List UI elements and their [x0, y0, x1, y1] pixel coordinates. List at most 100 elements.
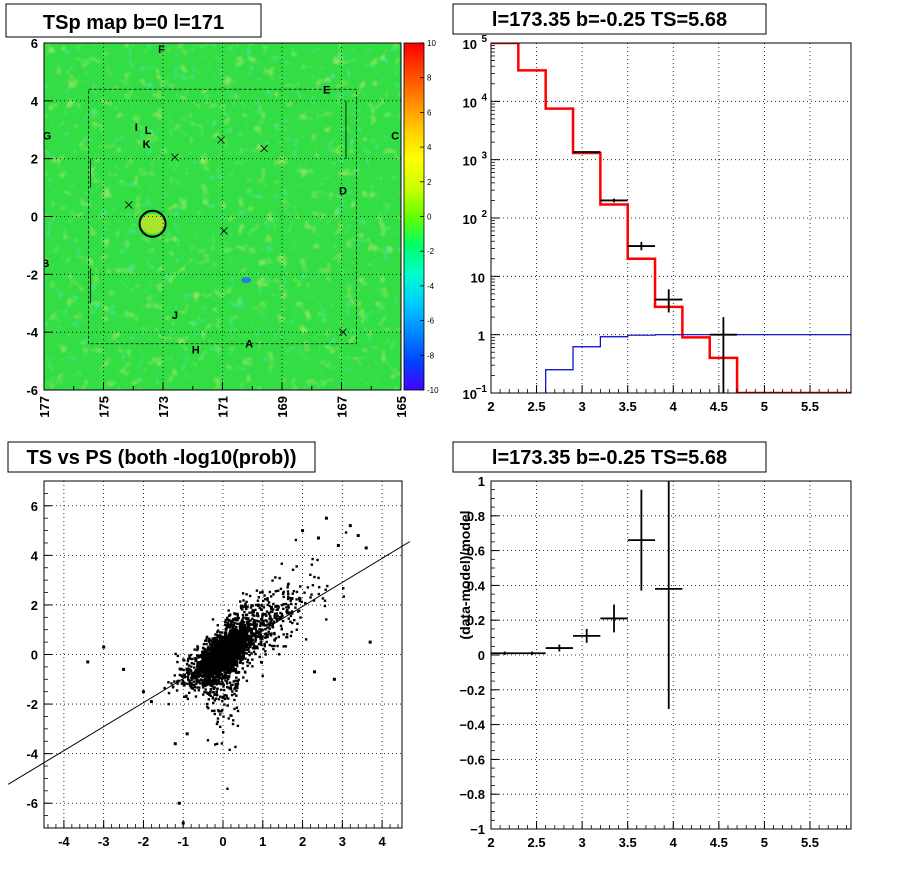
scatter-point — [167, 702, 170, 706]
scatter-point — [239, 644, 243, 647]
scatter-point — [241, 646, 244, 649]
scatter-point — [167, 681, 170, 684]
scatter-point — [211, 648, 215, 651]
scatter-point — [203, 654, 206, 658]
scatter-point — [242, 605, 245, 609]
scatter-point — [189, 686, 193, 689]
scatter-point — [290, 610, 294, 613]
scatter-point — [200, 651, 204, 654]
scatter-point — [231, 628, 234, 631]
scatter-point — [192, 672, 196, 676]
scatter-point — [252, 643, 255, 646]
scatter-panel: -4 -3 -2 -1 0 1 2 3 4 6 4 2 0 -2 -4 -6 — [7, 480, 411, 849]
scatter-point — [224, 697, 227, 701]
scatter-point — [312, 670, 316, 674]
scatter-point — [312, 599, 316, 602]
scatter-point — [205, 648, 209, 652]
tsmap-colorbar-tick-label: 2 — [427, 178, 432, 187]
scatter-point — [223, 670, 226, 674]
scatter-point — [216, 644, 219, 648]
scatter-point — [209, 663, 212, 666]
scatter-point — [196, 646, 200, 649]
scatter-point — [222, 683, 225, 687]
scatter-point — [231, 683, 234, 687]
scatter-point — [219, 635, 222, 638]
scatter-point — [299, 616, 302, 619]
scatter-point — [200, 669, 203, 672]
scatter-point — [301, 529, 305, 533]
scatter-point — [215, 633, 219, 637]
scatter-point — [280, 628, 283, 631]
scatter-point — [223, 693, 226, 697]
tsmap-y-tick-label: 4 — [31, 94, 39, 109]
scatter-point — [233, 692, 236, 696]
scatter-point — [207, 670, 210, 673]
scatter-point — [171, 686, 175, 689]
scatter-point — [236, 652, 240, 656]
scatter-point — [228, 633, 231, 636]
scatter-point — [269, 595, 273, 598]
scatter-point — [278, 576, 281, 580]
scatter-point — [254, 608, 257, 612]
residual-x-tick-label: 3.5 — [619, 835, 637, 850]
scatter-point — [282, 602, 285, 606]
residual-x-tick-label: 3 — [579, 835, 586, 850]
scatter-point — [209, 659, 213, 663]
scatter-point — [273, 644, 276, 648]
scatter-point — [299, 585, 302, 588]
scatter-point — [220, 635, 224, 638]
scatter-point — [304, 601, 307, 605]
scatter-point — [323, 599, 327, 602]
scatter-point — [202, 683, 206, 687]
scatter-x-tick-label: -3 — [98, 834, 110, 849]
scatter-point — [227, 660, 230, 664]
scatter-point — [215, 678, 219, 682]
scatter-point — [262, 647, 265, 651]
scatter-point — [207, 668, 210, 671]
scatter-point — [215, 668, 218, 671]
scatter-point — [213, 666, 216, 669]
scatter-point — [176, 682, 179, 685]
scatter-point — [293, 618, 296, 622]
scatter-point — [259, 636, 262, 639]
tsmap-x-tick-label: 169 — [275, 396, 290, 418]
scatter-point — [325, 618, 328, 621]
scatter-point — [224, 628, 227, 631]
scatter-point — [348, 524, 352, 528]
scatter-point — [257, 631, 260, 634]
scatter-point — [226, 625, 229, 629]
scatter-point — [264, 653, 267, 656]
tsmap-cross-marker — [125, 201, 133, 209]
scatter-point — [221, 682, 225, 685]
scatter-point — [229, 650, 232, 653]
tsmap-colorbar-tick-label: -4 — [427, 282, 435, 291]
scatter-point — [224, 673, 227, 676]
scatter-point — [264, 619, 268, 622]
scatter-point — [270, 632, 273, 635]
scatter-point — [204, 677, 208, 681]
scatter-point — [242, 616, 245, 619]
scatter-point — [243, 630, 246, 634]
scatter-point — [238, 622, 241, 626]
scatter-point — [254, 646, 257, 650]
scatter-point — [228, 654, 231, 658]
tsmap-cross-marker — [339, 328, 347, 336]
scatter-point — [259, 624, 262, 628]
tsmap-colorbar-tick-label: -10 — [427, 386, 439, 395]
scatter-point — [223, 703, 226, 706]
scatter-point — [242, 655, 245, 658]
scatter-point — [281, 603, 284, 607]
scatter-point — [284, 645, 287, 648]
residual-data-point — [600, 604, 628, 633]
scatter-point — [368, 640, 372, 644]
scatter-point — [286, 595, 290, 598]
scatter-point — [203, 666, 207, 670]
scatter-point — [176, 680, 179, 683]
scatter-point — [173, 742, 177, 746]
scatter-point — [216, 629, 220, 632]
scatter-point — [243, 650, 246, 654]
scatter-point — [222, 637, 225, 640]
scatter-point — [233, 634, 236, 637]
scatter-point — [207, 672, 211, 675]
scatter-point — [192, 675, 195, 678]
